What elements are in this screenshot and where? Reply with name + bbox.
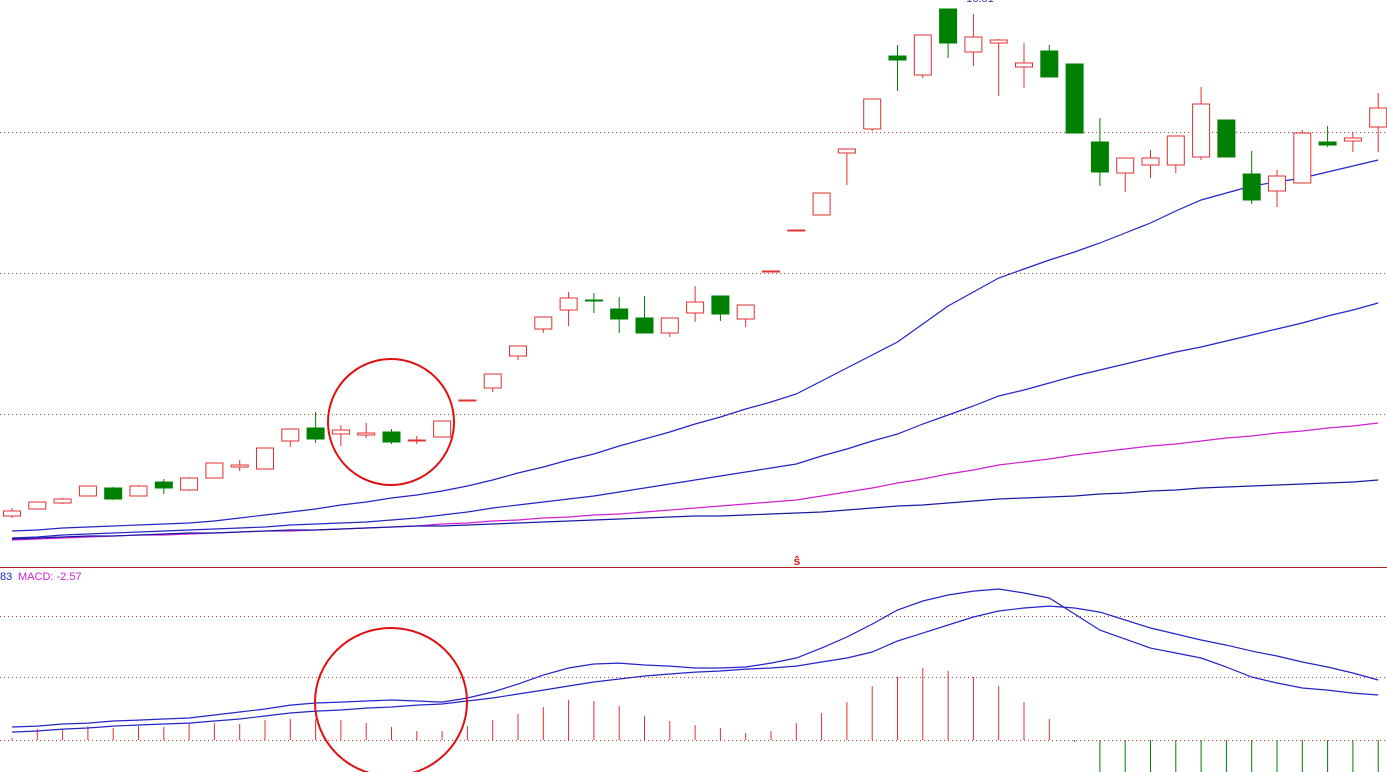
candle-body	[306, 427, 325, 440]
high-label: 16.51	[966, 0, 994, 5]
line-series	[11, 588, 1379, 728]
plot-layer	[3, 8, 1387, 772]
candle-body	[382, 431, 401, 443]
candle-body	[1141, 157, 1160, 166]
candle-body	[281, 428, 300, 442]
candle-body	[1040, 50, 1059, 78]
candle-body	[711, 295, 730, 315]
candle-body	[256, 447, 274, 470]
candle-body	[458, 399, 477, 402]
candle-body	[407, 439, 426, 442]
candle-body	[129, 485, 148, 497]
candle-body	[762, 270, 780, 273]
candle-body	[28, 501, 47, 510]
candle-body	[1343, 137, 1362, 142]
candle-body	[939, 8, 958, 44]
candle-body	[610, 308, 629, 320]
candle-body	[812, 192, 831, 216]
highlight-circle	[314, 627, 468, 772]
candle-body	[559, 297, 578, 311]
candle-body	[1217, 119, 1236, 158]
candle-body	[534, 316, 553, 330]
candle-body	[1268, 175, 1286, 192]
candle-body	[1369, 107, 1387, 128]
candle-body	[509, 345, 527, 357]
line-series	[11, 422, 1379, 541]
candle-body	[357, 432, 376, 436]
candle-body	[584, 299, 603, 302]
candle-body	[837, 148, 856, 154]
marker: ŝ	[794, 554, 801, 568]
candle-body	[635, 317, 654, 334]
candle-body	[230, 464, 249, 468]
candle-body	[104, 487, 123, 500]
line-series	[11, 479, 1379, 540]
highlight-circle	[327, 358, 455, 486]
candle-body	[1065, 63, 1084, 134]
candle-body	[686, 301, 705, 314]
candle-body	[863, 98, 882, 130]
candle-body	[913, 34, 932, 76]
candle-body	[433, 420, 452, 438]
candle-body	[787, 229, 806, 232]
candle-body	[888, 55, 907, 61]
candle-body	[331, 429, 350, 435]
candle-body	[964, 36, 983, 53]
candle-body	[3, 510, 21, 517]
candle-body	[1293, 132, 1312, 184]
candle-body	[483, 373, 502, 389]
candle-body	[1242, 173, 1261, 201]
macd-label: MACD: -2.57	[18, 571, 82, 583]
candle-body	[53, 498, 72, 504]
candle-body	[989, 39, 1008, 44]
candle-body	[154, 481, 173, 489]
candle-body	[180, 477, 199, 491]
candle-body	[1166, 135, 1185, 166]
candle-body	[660, 317, 679, 334]
candle-body	[78, 485, 97, 497]
line-series	[11, 605, 1379, 733]
candle-body	[1015, 62, 1033, 68]
line-series	[11, 159, 1379, 532]
candle-body	[736, 304, 755, 320]
candle-body	[1090, 141, 1109, 173]
line-series	[11, 302, 1379, 539]
candle-body	[1318, 141, 1337, 146]
candle-body	[205, 462, 224, 479]
indicator-label: 83	[0, 571, 12, 583]
candle-body	[1116, 157, 1135, 174]
candle-body	[1192, 103, 1211, 158]
